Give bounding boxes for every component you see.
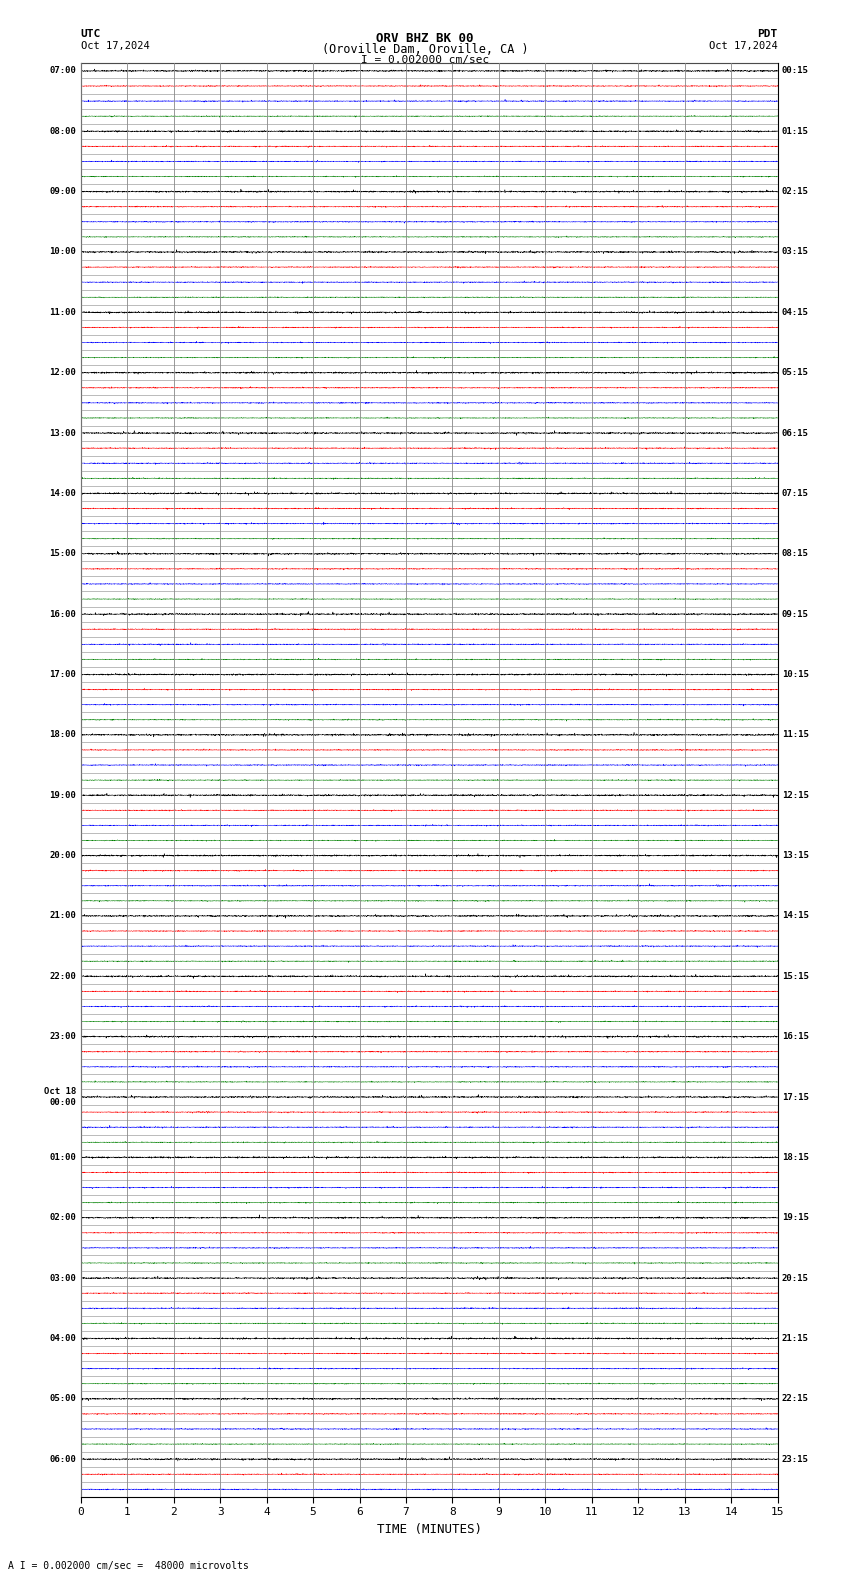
Text: 03:15: 03:15 (782, 247, 809, 257)
Text: 08:15: 08:15 (782, 550, 809, 558)
X-axis label: TIME (MINUTES): TIME (MINUTES) (377, 1522, 482, 1536)
Text: 07:15: 07:15 (782, 489, 809, 497)
Text: 11:15: 11:15 (782, 730, 809, 740)
Text: 14:00: 14:00 (49, 489, 76, 497)
Text: 17:00: 17:00 (49, 670, 76, 680)
Text: 18:00: 18:00 (49, 730, 76, 740)
Text: 05:00: 05:00 (49, 1394, 76, 1403)
Text: 13:00: 13:00 (49, 429, 76, 437)
Text: 00:15: 00:15 (782, 67, 809, 76)
Text: 05:15: 05:15 (782, 367, 809, 377)
Text: 13:15: 13:15 (782, 851, 809, 860)
Text: Oct 18
00:00: Oct 18 00:00 (44, 1087, 76, 1107)
Text: 11:00: 11:00 (49, 307, 76, 317)
Text: 20:15: 20:15 (782, 1274, 809, 1283)
Text: 22:00: 22:00 (49, 973, 76, 980)
Text: 04:15: 04:15 (782, 307, 809, 317)
Text: 09:15: 09:15 (782, 610, 809, 619)
Text: 10:00: 10:00 (49, 247, 76, 257)
Text: Oct 17,2024: Oct 17,2024 (709, 41, 778, 51)
Text: 16:15: 16:15 (782, 1033, 809, 1041)
Text: 02:15: 02:15 (782, 187, 809, 196)
Text: 21:15: 21:15 (782, 1334, 809, 1343)
Text: 15:15: 15:15 (782, 973, 809, 980)
Text: 15:00: 15:00 (49, 550, 76, 558)
Text: 12:00: 12:00 (49, 367, 76, 377)
Text: 08:00: 08:00 (49, 127, 76, 136)
Text: I = 0.002000 cm/sec: I = 0.002000 cm/sec (361, 55, 489, 65)
Text: 22:15: 22:15 (782, 1394, 809, 1403)
Text: 19:00: 19:00 (49, 790, 76, 800)
Text: 14:15: 14:15 (782, 911, 809, 920)
Text: 09:00: 09:00 (49, 187, 76, 196)
Text: 23:00: 23:00 (49, 1033, 76, 1041)
Text: 21:00: 21:00 (49, 911, 76, 920)
Text: A I = 0.002000 cm/sec =  48000 microvolts: A I = 0.002000 cm/sec = 48000 microvolts (8, 1562, 249, 1571)
Text: PDT: PDT (757, 29, 778, 38)
Text: 23:15: 23:15 (782, 1454, 809, 1464)
Text: 06:15: 06:15 (782, 429, 809, 437)
Text: 17:15: 17:15 (782, 1093, 809, 1101)
Text: 19:15: 19:15 (782, 1213, 809, 1223)
Text: 16:00: 16:00 (49, 610, 76, 619)
Text: ORV BHZ BK 00: ORV BHZ BK 00 (377, 32, 473, 44)
Text: 10:15: 10:15 (782, 670, 809, 680)
Text: 01:00: 01:00 (49, 1153, 76, 1161)
Text: 02:00: 02:00 (49, 1213, 76, 1223)
Text: 20:00: 20:00 (49, 851, 76, 860)
Text: 12:15: 12:15 (782, 790, 809, 800)
Text: Oct 17,2024: Oct 17,2024 (81, 41, 150, 51)
Text: 06:00: 06:00 (49, 1454, 76, 1464)
Text: 18:15: 18:15 (782, 1153, 809, 1161)
Text: 04:00: 04:00 (49, 1334, 76, 1343)
Text: 07:00: 07:00 (49, 67, 76, 76)
Text: UTC: UTC (81, 29, 101, 38)
Text: 01:15: 01:15 (782, 127, 809, 136)
Text: 03:00: 03:00 (49, 1274, 76, 1283)
Text: (Oroville Dam, Oroville, CA ): (Oroville Dam, Oroville, CA ) (321, 43, 529, 55)
